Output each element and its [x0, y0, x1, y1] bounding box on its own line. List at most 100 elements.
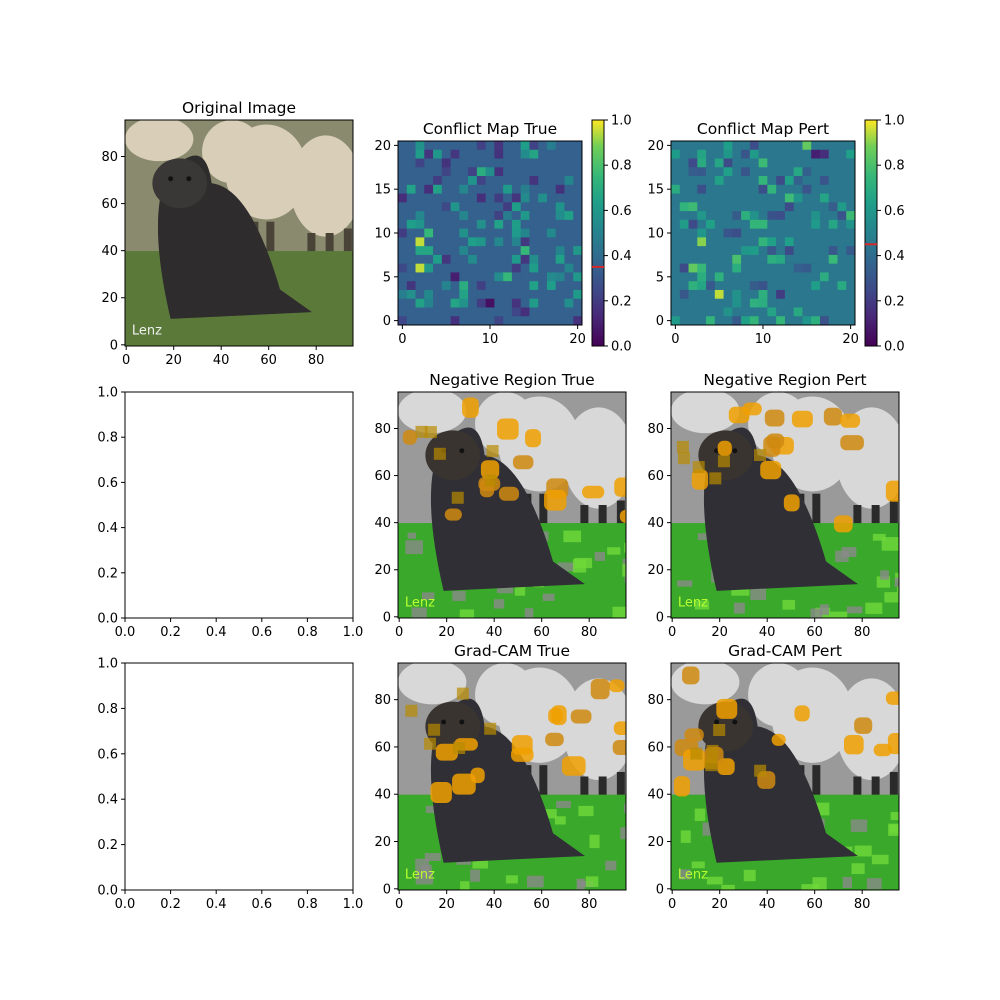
heatmap-cell — [424, 176, 434, 186]
heatmap-cell — [415, 202, 425, 212]
heatmap-cell — [776, 184, 786, 195]
heatmap-cell — [441, 237, 452, 247]
heatmap-cell — [485, 281, 495, 291]
x-tick-label: 0 — [395, 625, 403, 640]
y-tick-label: 0 — [383, 882, 391, 897]
grass-patch — [605, 860, 617, 871]
heatmap-cell — [406, 307, 417, 317]
heat-blob — [844, 734, 864, 755]
heatmap-cell — [767, 184, 777, 195]
y-tick-label: 20 — [647, 835, 664, 850]
heatmap-cell — [749, 219, 760, 230]
heatmap-cell — [476, 184, 487, 195]
heatmap-cell — [441, 254, 452, 265]
heatmap-cell — [494, 263, 504, 273]
y-tick-label: 10 — [374, 227, 391, 242]
heat-blob — [682, 666, 700, 685]
heatmap-cell — [793, 211, 803, 221]
heatmap-cell — [433, 281, 443, 291]
heatmap-cell — [749, 167, 760, 177]
colorbar-tick-label: 1.0 — [884, 114, 905, 129]
heatmap-cell — [723, 289, 733, 300]
heatmap-cell — [732, 149, 742, 160]
heatmap-cell — [671, 149, 681, 160]
grass-patch — [896, 586, 899, 593]
y-tick-label: 40 — [101, 244, 118, 259]
x-tick-label: 60 — [260, 353, 277, 368]
heatmap-cell — [406, 263, 417, 273]
heat-blob — [619, 509, 626, 523]
heatmap-cell — [758, 141, 768, 151]
heat-blob — [705, 759, 718, 772]
heatmap-cell — [679, 202, 690, 212]
heatmap-cell — [741, 193, 751, 203]
heatmap-cell — [723, 167, 733, 177]
heat-blob — [486, 445, 499, 458]
y-tick-label: 80 — [647, 693, 664, 708]
heatmap-cell — [846, 193, 855, 203]
dog-head — [152, 158, 208, 209]
x-tick-label: 40 — [486, 897, 503, 912]
heatmap-cell — [732, 298, 742, 308]
heatmap-cell — [767, 281, 777, 291]
heatmap-cell — [433, 237, 443, 247]
heatmap-cell — [564, 141, 574, 151]
heatmap-cell — [811, 176, 821, 186]
heatmap-cell — [546, 149, 557, 160]
y-tick-label: 0.4 — [97, 521, 118, 536]
heatmap-cell — [564, 149, 574, 160]
heatmap-cell — [837, 176, 847, 186]
heatmap-cell — [793, 176, 803, 186]
heat-blob — [717, 455, 730, 468]
heatmap-cell — [529, 281, 539, 291]
heatmap-cell — [706, 202, 716, 212]
heatmap-cell — [749, 193, 760, 203]
heatmap-cell — [398, 272, 408, 282]
heatmap-cell — [450, 167, 460, 177]
heatmap-cell — [767, 149, 777, 160]
heatmap-cell — [406, 254, 417, 265]
plot-area: Lenz — [398, 663, 626, 890]
dog-eye — [168, 176, 174, 182]
heatmap-cell — [415, 211, 425, 221]
heatmap-cell — [819, 219, 830, 230]
heatmap-cell — [846, 272, 855, 282]
heatmap-cell — [837, 316, 847, 325]
heatmap-cell — [819, 307, 830, 317]
heatmap-cell — [714, 228, 725, 238]
heat-blob — [854, 717, 873, 734]
heatmap-cell — [802, 211, 812, 221]
y-tick-label: 80 — [647, 422, 664, 437]
heatmap-cell — [723, 193, 733, 203]
colorbar-tick-label: 0.6 — [884, 204, 905, 219]
grass-patch — [415, 870, 434, 885]
grass-patch — [890, 812, 899, 821]
heatmap-cell — [468, 141, 478, 151]
heatmap-cell — [398, 219, 408, 230]
x-tick-label: 10 — [755, 332, 772, 347]
heatmap-cell — [671, 158, 681, 168]
heatmap-cell — [714, 158, 725, 168]
heatmap-cell — [802, 298, 812, 308]
heatmap-cell — [723, 298, 733, 308]
heatmap-cell — [714, 289, 725, 300]
heatmap-cell — [450, 141, 460, 151]
heatmap-cell — [546, 158, 557, 168]
grass-patch — [842, 876, 853, 888]
heatmap-cell — [573, 149, 582, 160]
heatmap-cell — [758, 193, 768, 203]
heatmap-cell — [819, 254, 830, 265]
heatmap-cell — [767, 211, 777, 221]
heat-blob — [791, 410, 813, 428]
heatmap-cell — [837, 228, 847, 238]
y-tick-label: 0.2 — [97, 838, 118, 853]
heatmap-cell — [564, 193, 574, 203]
heatmap-cell — [837, 158, 847, 168]
heatmap-cell — [564, 219, 574, 230]
x-tick-label: 20 — [711, 625, 728, 640]
heatmap-cell — [784, 176, 795, 186]
heatmap-cell — [671, 228, 681, 238]
heatmap-cell — [424, 167, 434, 177]
y-tick-label: 60 — [374, 469, 391, 484]
sheep-shape — [125, 120, 194, 162]
